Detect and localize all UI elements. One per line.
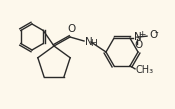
Text: O: O — [149, 30, 157, 40]
Text: O: O — [134, 40, 142, 50]
Text: +: + — [138, 30, 146, 39]
Text: N: N — [134, 32, 142, 42]
Text: O: O — [67, 24, 75, 34]
Text: -: - — [154, 27, 158, 37]
Text: N: N — [85, 37, 93, 47]
Text: CH₃: CH₃ — [136, 65, 154, 75]
Text: H: H — [90, 39, 97, 49]
